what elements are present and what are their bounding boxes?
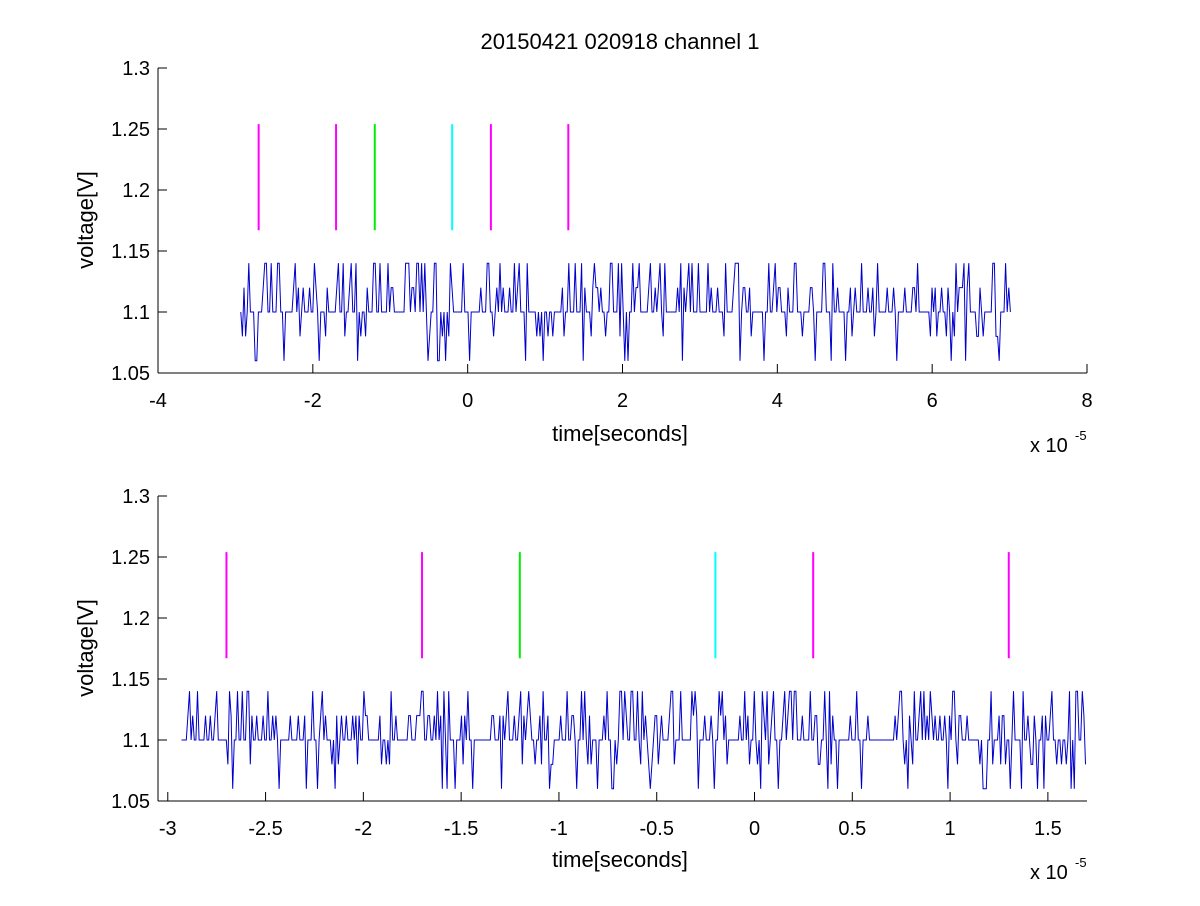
top-x-tick-label: -2 [304,390,322,412]
bottom-plot-area [158,496,1087,801]
bottom-y-tick-label: 1.3 [122,486,150,508]
bottom-plot: -3 -2.5 -2 -1.5 -1 -0.5 0 0.5 1 1.5 1.05 1.1 1.15 1.2… [73,486,1087,884]
bottom-y-axis-label: voltage[V] [73,599,98,697]
top-x-tick-label: 4 [772,390,783,412]
bottom-signal-trace [181,690,1086,790]
bottom-x-tick-label: -3 [159,818,177,840]
top-y-tick-label: 1.25 [111,119,150,141]
top-y-tick-label: 1.15 [111,241,150,263]
bottom-x-tick-label: -1 [550,818,568,840]
top-x-tick-label: 2 [617,390,628,412]
bottom-marker-layer [225,552,1010,659]
bottom-y-tick-label: 1.1 [122,730,150,752]
top-x-tick-label: -4 [149,390,167,412]
bottom-signal-layer [181,690,1086,790]
top-x-axis-label: time[seconds] [552,421,688,446]
plot-title: 20150421 020918 channel 1 [481,29,760,54]
top-y-tick-label: 1.05 [111,363,150,385]
bottom-y-tick-label: 1.2 [122,608,150,630]
top-marker-layer [257,124,570,231]
bottom-axis-layer: -3 -2.5 -2 -1.5 -1 -0.5 0 0.5 1 1.5 1.05 1.1 1.15 1.2… [111,486,1087,840]
top-axis-layer: -4 -2 0 2 4 6 8 1.05 1.1 1.15 1.2 1.25 1.3 [111,58,1093,412]
bottom-y-tick-label: 1.05 [111,791,150,813]
top-plot: 20150421 020918 channel 1 -4 -2 0 2 4 6 8 1.05 1… [73,29,1093,457]
top-x-multiplier-exponent: -5 [1075,428,1087,443]
bottom-x-tick-label: 1 [945,818,956,840]
bottom-y-tick-label: 1.15 [111,669,150,691]
bottom-x-tick-label: 1.5 [1034,818,1062,840]
top-x-tick-label: 0 [462,390,473,412]
top-y-tick-label: 1.2 [122,180,150,202]
bottom-x-tick-label: -2 [354,818,372,840]
bottom-x-tick-label: 0.5 [838,818,866,840]
bottom-x-multiplier-exponent: -5 [1075,855,1087,870]
top-plot-area [158,68,1087,373]
top-x-tick-label: 8 [1081,390,1092,412]
bottom-x-axis-label: time[seconds] [552,847,688,872]
top-signal-trace [240,262,1011,362]
top-y-tick-label: 1.3 [122,58,150,80]
bottom-y-tick-label: 1.25 [111,547,150,569]
bottom-x-multiplier: x 10 [1030,862,1068,884]
top-x-multiplier: x 10 [1030,435,1068,457]
bottom-x-tick-label: -2.5 [248,818,282,840]
top-x-tick-label: 6 [927,390,938,412]
bottom-x-tick-label: -0.5 [639,818,673,840]
bottom-x-tick-label: -1.5 [444,818,478,840]
bottom-x-tick-label: 0 [749,818,760,840]
top-signal-layer [240,262,1011,362]
top-y-tick-label: 1.1 [122,302,150,324]
top-y-axis-label: voltage[V] [73,171,98,269]
